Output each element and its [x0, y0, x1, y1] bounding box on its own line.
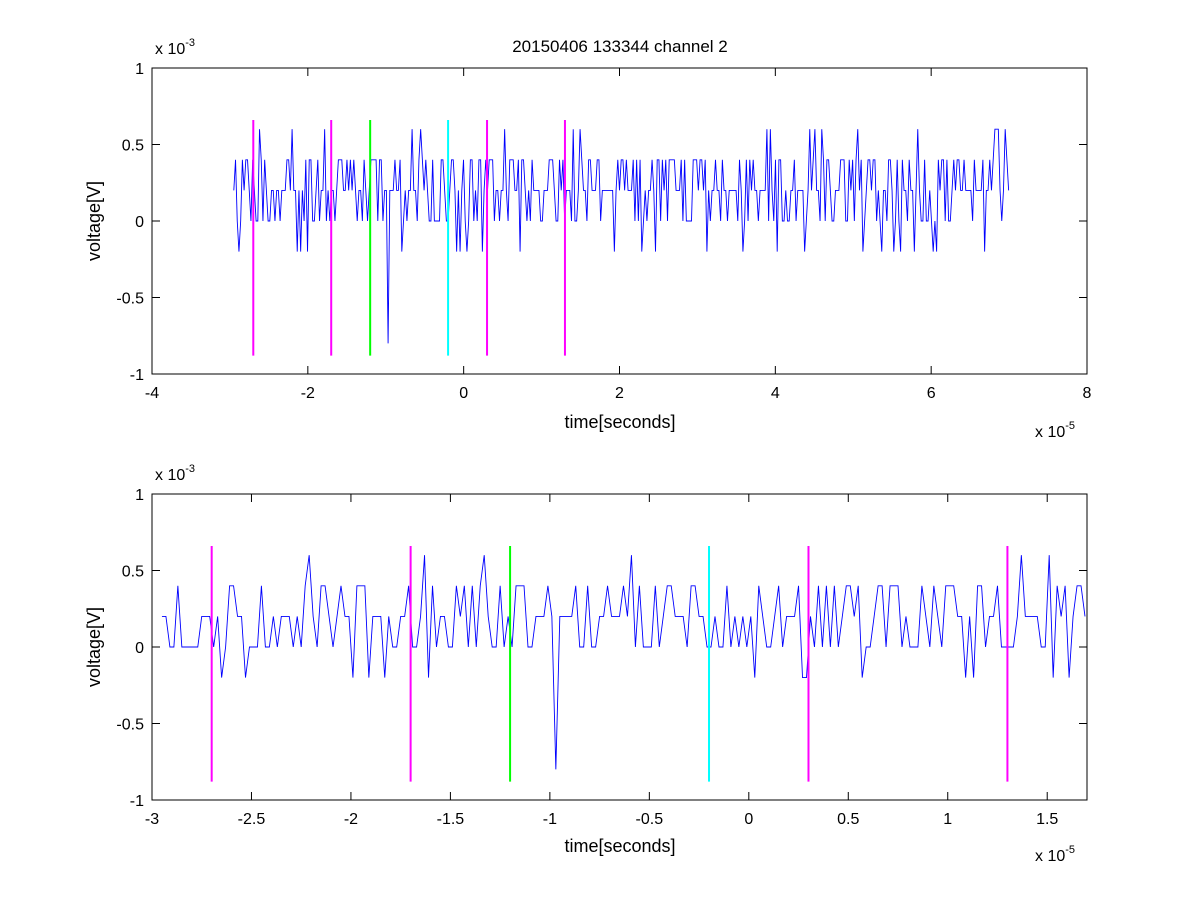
top-y-tick-label: 0.5 — [122, 138, 144, 155]
chart-title: 20150406 133344 channel 2 — [512, 37, 728, 56]
top-x-tick-label: 8 — [1083, 385, 1092, 402]
top-axes: 20150406 133344 channel 2 -4 -2 0 2 4 6 8 -1 -0… — [84, 37, 1092, 441]
top-y-tick-label: 0 — [135, 214, 144, 231]
top-y-multiplier-base: x 10 — [155, 41, 185, 58]
bottom-x-tick-label: -1.5 — [437, 811, 465, 828]
top-x-tick-label: -2 — [301, 385, 315, 402]
top-y-tick-label: 1 — [135, 61, 144, 78]
top-x-ticks: -4 -2 0 2 4 6 8 — [145, 68, 1092, 402]
bottom-y-tick-label: 0 — [135, 640, 144, 657]
top-y-tick-label: -0.5 — [116, 291, 144, 308]
top-series-layer — [233, 120, 1010, 356]
bottom-x-tick-label: -3 — [145, 811, 159, 828]
bottom-x-tick-label: -2 — [344, 811, 358, 828]
bottom-y-axis-label: voltage[V] — [84, 607, 104, 687]
bottom-y-tick-label: 1 — [135, 487, 144, 504]
top-y-ticks: -1 -0.5 0 0.5 1 — [116, 61, 1087, 384]
bottom-y-tick-label: -1 — [130, 793, 144, 810]
bottom-x-multiplier: x 10-5 — [1035, 844, 1075, 865]
bottom-x-tick-label: -2.5 — [238, 811, 266, 828]
top-x-multiplier-base: x 10 — [1035, 424, 1065, 441]
top-x-tick-label: 2 — [615, 385, 624, 402]
top-voltage-signal-line — [233, 128, 1010, 344]
top-y-multiplier-exp: -3 — [185, 37, 195, 49]
bottom-x-tick-label: 0 — [744, 811, 753, 828]
bottom-x-tick-label: 1 — [943, 811, 952, 828]
bottom-x-tick-label: -0.5 — [636, 811, 664, 828]
bottom-x-axis-label: time[seconds] — [564, 836, 675, 856]
bottom-y-multiplier: x 10-3 — [155, 463, 195, 484]
top-x-tick-label: 4 — [771, 385, 780, 402]
bottom-x-multiplier-exp: -5 — [1065, 844, 1075, 856]
bottom-x-tick-label: -1 — [543, 811, 557, 828]
bottom-x-tick-label: 0.5 — [837, 811, 859, 828]
top-y-axis-label: voltage[V] — [84, 181, 104, 261]
bottom-y-multiplier-base: x 10 — [155, 467, 185, 484]
bottom-axes: -3 -2.5 -2 -1.5 -1 -0.5 0 0.5 1 1.5 -1 -0.5 0 0.5 1 t… — [84, 463, 1088, 865]
top-x-tick-label: 0 — [459, 385, 468, 402]
top-x-tick-label: 6 — [927, 385, 936, 402]
bottom-x-ticks: -3 -2.5 -2 -1.5 -1 -0.5 0 0.5 1 1.5 — [145, 494, 1058, 828]
top-x-multiplier-exp: -5 — [1065, 420, 1075, 432]
bottom-y-ticks: -1 -0.5 0 0.5 1 — [116, 487, 1087, 810]
bottom-y-tick-label: -0.5 — [116, 717, 144, 734]
bottom-x-tick-label: 1.5 — [1036, 811, 1058, 828]
top-y-multiplier: x 10-3 — [155, 37, 195, 58]
top-x-multiplier: x 10-5 — [1035, 420, 1075, 441]
top-y-tick-label: -1 — [130, 367, 144, 384]
bottom-voltage-signal-line — [161, 555, 1086, 770]
top-x-axis-label: time[seconds] — [564, 412, 675, 432]
bottom-x-multiplier-base: x 10 — [1035, 848, 1065, 865]
bottom-y-multiplier-exp: -3 — [185, 463, 195, 475]
bottom-y-tick-label: 0.5 — [122, 564, 144, 581]
top-x-tick-label: -4 — [145, 385, 159, 402]
bottom-series-layer — [161, 546, 1086, 782]
